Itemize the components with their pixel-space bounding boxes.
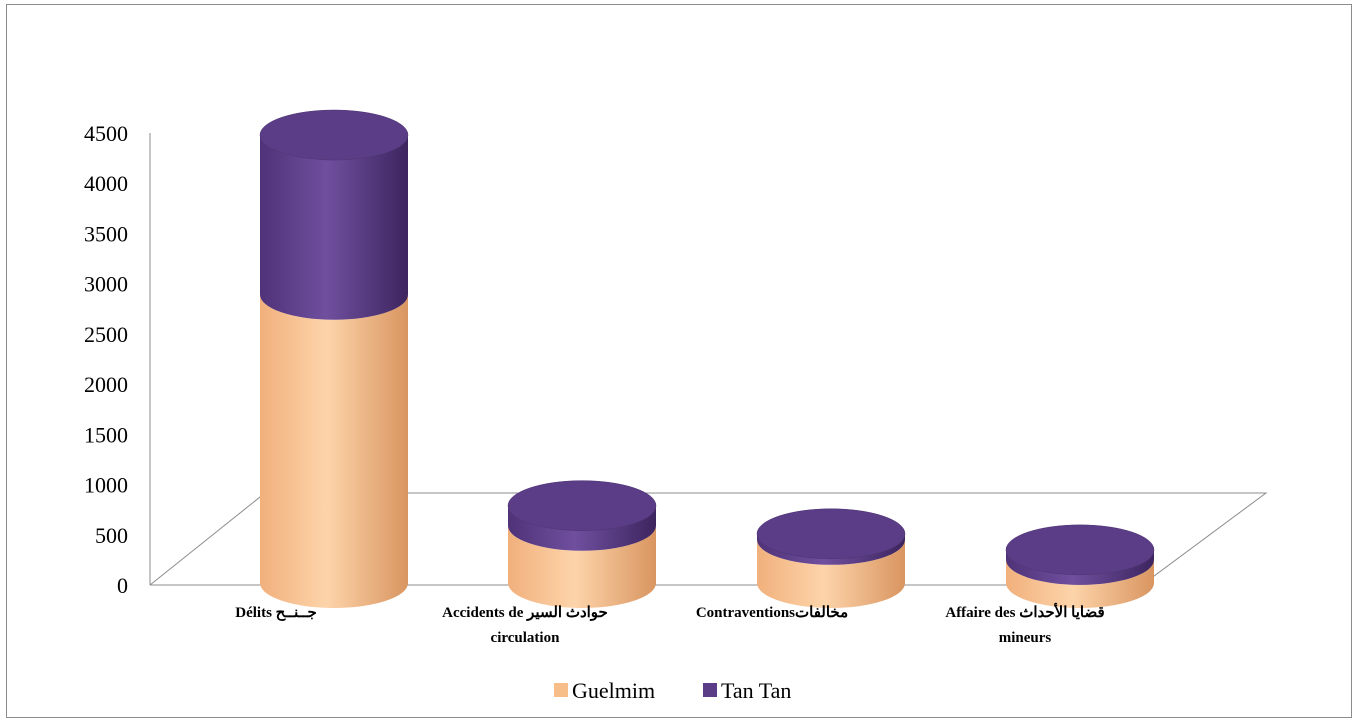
bar-segment-tan-tan [260, 135, 408, 320]
y-tick-label: 3000 [84, 272, 128, 297]
bar-segment-guelmim [508, 525, 656, 608]
y-tick-label: 2000 [84, 372, 128, 397]
y-tick-label: 1500 [84, 422, 128, 447]
category-label: mineurs [999, 630, 1052, 646]
bar-top-cap [756, 508, 906, 560]
y-tick-label: 4500 [84, 121, 128, 146]
y-tick-label: 0 [117, 573, 128, 598]
y-tick-label: 3500 [84, 221, 128, 246]
legend-swatch-tan-tan [703, 683, 717, 697]
bar-segment-guelmim [1006, 559, 1154, 608]
bar-segment-tan-tan [757, 533, 905, 565]
category-bar-group [756, 508, 906, 608]
legend-label: Tan Tan [721, 678, 791, 703]
floor-left-edge [149, 492, 266, 586]
category-bar-group [1005, 524, 1155, 608]
bar-segment-tan-tan [1006, 549, 1154, 585]
category-bar-group [259, 109, 409, 608]
bar-top-cap [507, 480, 657, 531]
category-label: Contraventionsمخالفات [696, 605, 848, 621]
y-tick-label: 4000 [84, 171, 128, 196]
category-bar-group [507, 480, 657, 608]
category-label: Affaire des قضايا الأحداث [945, 602, 1104, 621]
category-label: Délits جــنــح [235, 605, 316, 621]
category-label: circulation [491, 630, 561, 646]
legend-swatch-guelmim [554, 683, 568, 697]
bar-segment-tan-tan [508, 505, 656, 551]
legend-label: Guelmim [572, 678, 655, 703]
bar-segment-guelmim [260, 294, 408, 608]
category-label: Accidents de حوادث السير [442, 605, 608, 621]
bar-top-cap [259, 109, 409, 161]
y-tick-label: 1000 [84, 473, 128, 498]
bar-top-cap [1005, 524, 1155, 576]
bar-segment-guelmim [757, 539, 905, 608]
y-tick-label: 2500 [84, 322, 128, 347]
y-tick-label: 500 [95, 523, 128, 548]
